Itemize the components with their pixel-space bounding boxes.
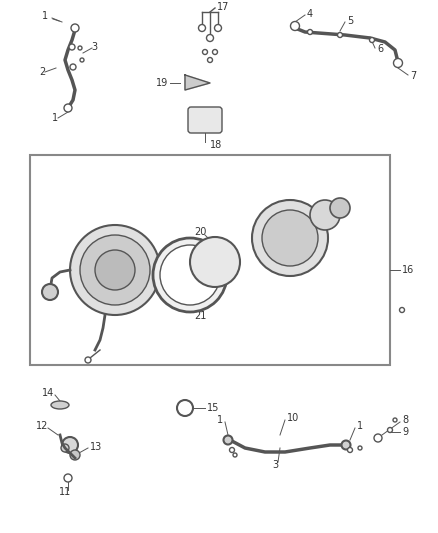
Circle shape [95, 250, 135, 290]
Text: 16: 16 [402, 265, 414, 275]
Circle shape [190, 237, 240, 287]
Circle shape [61, 444, 69, 452]
Circle shape [233, 453, 237, 457]
Circle shape [388, 427, 392, 432]
Circle shape [230, 448, 234, 453]
Text: 3: 3 [91, 42, 97, 52]
Circle shape [262, 210, 318, 266]
Text: 13: 13 [90, 442, 102, 452]
Text: 19: 19 [156, 78, 168, 88]
Circle shape [393, 59, 403, 68]
Text: 20: 20 [194, 227, 206, 237]
Circle shape [62, 437, 78, 453]
Circle shape [307, 29, 312, 35]
Text: 12: 12 [36, 421, 48, 431]
Circle shape [202, 50, 208, 54]
Text: 1: 1 [52, 113, 58, 123]
Ellipse shape [51, 401, 69, 409]
Text: 11: 11 [59, 487, 71, 497]
Circle shape [330, 198, 350, 218]
Text: 7: 7 [410, 71, 416, 81]
Circle shape [80, 235, 150, 305]
Circle shape [374, 434, 382, 442]
Bar [30, 155, 390, 365]
Circle shape [70, 64, 76, 70]
Text: 21: 21 [194, 311, 206, 321]
Text: 9: 9 [402, 427, 408, 437]
Text: 14: 14 [42, 388, 54, 398]
Circle shape [85, 357, 91, 363]
Circle shape [338, 33, 343, 37]
Text: 4: 4 [307, 9, 313, 19]
Circle shape [252, 200, 328, 276]
Circle shape [212, 50, 218, 54]
Circle shape [70, 450, 80, 460]
Circle shape [342, 440, 350, 449]
Text: 6: 6 [377, 44, 383, 54]
Circle shape [290, 21, 300, 30]
Polygon shape [185, 75, 210, 90]
Circle shape [160, 245, 220, 305]
Circle shape [399, 308, 405, 312]
Text: 1: 1 [357, 421, 363, 431]
Circle shape [177, 400, 193, 416]
Text: 1: 1 [42, 11, 48, 21]
Text: 5: 5 [347, 16, 353, 26]
Circle shape [80, 58, 84, 62]
Circle shape [69, 44, 75, 50]
Circle shape [206, 35, 213, 42]
Circle shape [42, 284, 58, 300]
Circle shape [153, 238, 227, 312]
Circle shape [64, 104, 72, 112]
Circle shape [358, 446, 362, 450]
Text: 18: 18 [210, 140, 222, 150]
Circle shape [208, 58, 212, 62]
Circle shape [78, 46, 82, 50]
Circle shape [347, 448, 353, 453]
Circle shape [71, 24, 79, 32]
Circle shape [393, 418, 397, 422]
Circle shape [310, 200, 340, 230]
Text: 17: 17 [217, 2, 230, 12]
Text: 15: 15 [207, 403, 219, 413]
Text: 10: 10 [287, 413, 299, 423]
Text: 2: 2 [39, 67, 45, 77]
Circle shape [64, 474, 72, 482]
Circle shape [370, 37, 374, 43]
Circle shape [70, 225, 160, 315]
Text: 8: 8 [402, 415, 408, 425]
Circle shape [223, 435, 233, 445]
Text: 1: 1 [217, 415, 223, 425]
Circle shape [198, 25, 205, 31]
Text: 3: 3 [272, 460, 278, 470]
Circle shape [215, 25, 222, 31]
FancyBboxPatch shape [188, 107, 222, 133]
